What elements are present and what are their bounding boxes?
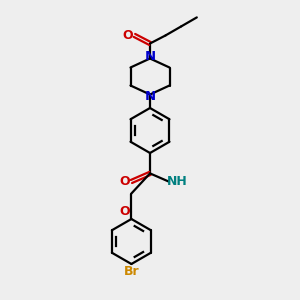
Text: N: N [144, 50, 156, 63]
Text: NH: NH [167, 175, 188, 188]
Text: O: O [122, 29, 133, 42]
Text: O: O [119, 205, 130, 218]
Text: Br: Br [124, 265, 139, 278]
Text: N: N [144, 90, 156, 103]
Text: O: O [119, 175, 130, 188]
